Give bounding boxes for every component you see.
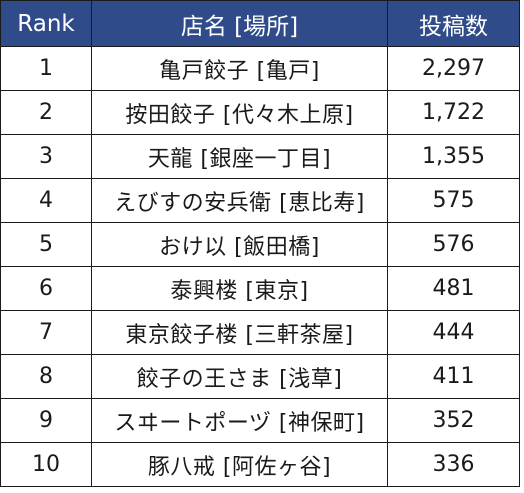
- table-row: 7 東京餃子楼 [三軒茶屋] 444: [0, 310, 520, 355]
- posts-cell: 2,297: [387, 46, 520, 91]
- table-row: 4 えびすの安兵衛 [恵比寿] 575: [0, 178, 520, 223]
- table-row: 9 スヰートポーヅ [神保町] 352: [0, 398, 520, 443]
- name-cell: 東京餃子楼 [三軒茶屋]: [91, 310, 388, 355]
- posts-cell: 336: [387, 442, 520, 487]
- name-cell: 豚八戒 [阿佐ヶ谷]: [91, 442, 388, 487]
- table-row: 10 豚八戒 [阿佐ヶ谷] 336: [0, 442, 520, 487]
- posts-cell: 575: [387, 178, 520, 223]
- name-cell: 餃子の王さま [浅草]: [91, 354, 388, 399]
- table-row: 6 泰興楼 [東京] 481: [0, 266, 520, 311]
- posts-cell: 444: [387, 310, 520, 355]
- name-cell: 泰興楼 [東京]: [91, 266, 388, 311]
- rank-cell: 6: [0, 266, 92, 311]
- rank-cell: 1: [0, 46, 92, 91]
- table-row: 8 餃子の王さま [浅草] 411: [0, 354, 520, 399]
- posts-cell: 411: [387, 354, 520, 399]
- name-cell: えびすの安兵衛 [恵比寿]: [91, 178, 388, 223]
- name-cell: 亀戸餃子 [亀戸]: [91, 46, 388, 91]
- table-header-row: Rank 店名 [場所] 投稿数: [0, 0, 520, 47]
- posts-cell: 576: [387, 222, 520, 267]
- rank-cell: 9: [0, 398, 92, 443]
- name-cell: 天龍 [銀座一丁目]: [91, 134, 388, 179]
- posts-cell: 352: [387, 398, 520, 443]
- table-row: 2 按田餃子 [代々木上原] 1,722: [0, 90, 520, 135]
- name-cell: スヰートポーヅ [神保町]: [91, 398, 388, 443]
- rank-cell: 5: [0, 222, 92, 267]
- header-rank: Rank: [0, 0, 92, 47]
- rank-cell: 8: [0, 354, 92, 399]
- posts-cell: 1,355: [387, 134, 520, 179]
- name-cell: おけ以 [飯田橋]: [91, 222, 388, 267]
- rank-cell: 2: [0, 90, 92, 135]
- table-row: 3 天龍 [銀座一丁目] 1,355: [0, 134, 520, 179]
- name-cell: 按田餃子 [代々木上原]: [91, 90, 388, 135]
- posts-cell: 1,722: [387, 90, 520, 135]
- header-name: 店名 [場所]: [91, 0, 388, 47]
- table-row: 1 亀戸餃子 [亀戸] 2,297: [0, 46, 520, 91]
- posts-cell: 481: [387, 266, 520, 311]
- rank-cell: 10: [0, 442, 92, 487]
- header-posts: 投稿数: [387, 0, 520, 47]
- table-row: 5 おけ以 [飯田橋] 576: [0, 222, 520, 267]
- rank-cell: 3: [0, 134, 92, 179]
- rank-cell: 7: [0, 310, 92, 355]
- rank-cell: 4: [0, 178, 92, 223]
